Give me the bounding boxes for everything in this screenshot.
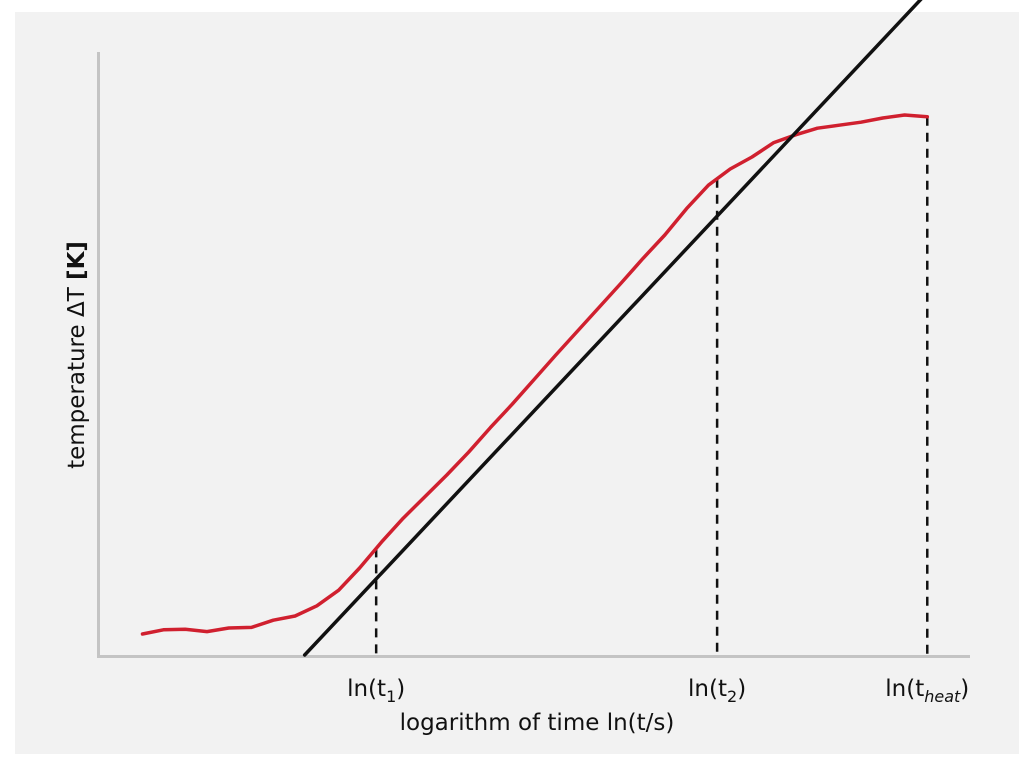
chart-background — [15, 12, 1019, 754]
linear-fit-line — [302, 0, 923, 657]
series-layer — [140, 0, 930, 657]
marker-lines — [374, 116, 929, 657]
x-tick-labels: ln(t1) ln(t2) ln(theat) — [347, 676, 969, 706]
x-axis-title: logarithm of time ln(t/s) — [400, 710, 675, 736]
y-axis-title-text: temperature ΔT — [64, 280, 90, 469]
x-tick-label-2: ln(t2) — [688, 676, 746, 706]
y-axis-title-unit: [K] — [64, 241, 90, 280]
y-axis-title: temperature ΔT [K] — [64, 241, 90, 469]
x-tick-label-1: ln(t1) — [347, 676, 405, 706]
x-tick-label-3: ln(theat) — [885, 676, 969, 706]
